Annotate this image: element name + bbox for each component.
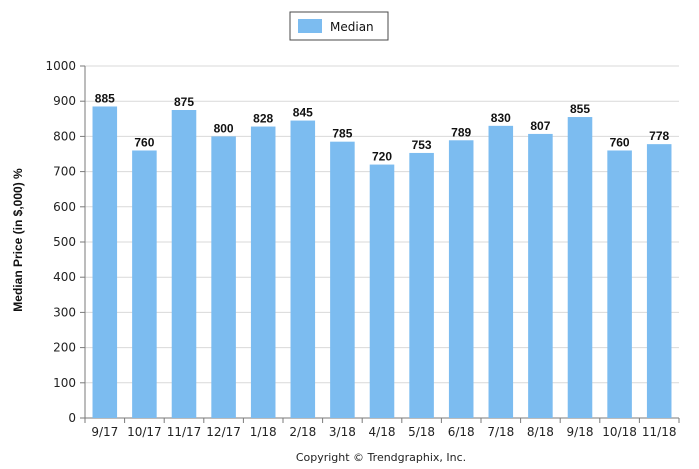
x-tick-label: 5/18 xyxy=(408,425,435,439)
data-label: 753 xyxy=(412,138,432,152)
bar-9-18 xyxy=(567,117,593,418)
data-label: 845 xyxy=(293,106,313,120)
bar-6-18 xyxy=(448,140,474,418)
x-tick-label: 12/17 xyxy=(206,425,241,439)
x-tick-label: 2/18 xyxy=(289,425,316,439)
x-tick-label: 10/17 xyxy=(127,425,162,439)
y-tick-label: 300 xyxy=(53,305,76,319)
bar-3-18 xyxy=(330,141,355,418)
copyright-text: Copyright © Trendgraphix, Inc. xyxy=(296,451,466,464)
bar-10-17 xyxy=(132,150,157,419)
data-label: 720 xyxy=(372,150,392,164)
bar-11-17 xyxy=(171,110,197,418)
data-label: 875 xyxy=(174,95,194,109)
bar-4-18 xyxy=(369,164,395,418)
data-label: 855 xyxy=(570,102,590,116)
bar-5-18 xyxy=(409,152,434,418)
x-tick-label: 9/17 xyxy=(91,425,118,439)
data-label: 830 xyxy=(491,111,511,125)
legend-label-median: Median xyxy=(330,20,374,34)
x-tick-labels: 9/17 10/17 11/17 12/17 1/18 2/18 3/18 4/18 5/18 6… xyxy=(91,425,676,439)
bar-11-18 xyxy=(646,144,672,419)
data-label: 885 xyxy=(95,91,115,105)
y-tick-labels: 0 100 200 300 400 500 600 700 800 900 1000 xyxy=(45,59,76,425)
y-tick-label: 200 xyxy=(53,341,76,355)
value-labels: 885 760 875 800 828 845 785 720 753 789 830 807 855 7… xyxy=(95,91,670,163)
bar-9-17 xyxy=(92,106,118,418)
data-label: 789 xyxy=(451,125,471,139)
data-label: 828 xyxy=(253,112,273,126)
y-tick-label: 900 xyxy=(53,94,76,108)
y-tick-label: 1000 xyxy=(45,59,76,73)
x-tick-label: 10/18 xyxy=(602,425,637,439)
y-tick-label: 0 xyxy=(68,411,76,425)
data-label: 760 xyxy=(610,135,630,149)
x-tick-label: 1/18 xyxy=(250,425,277,439)
y-tick-label: 400 xyxy=(53,270,76,284)
bar-12-17 xyxy=(211,136,236,418)
x-tick-label: 9/18 xyxy=(567,425,594,439)
bar-2-18 xyxy=(290,120,316,418)
data-label: 760 xyxy=(134,135,154,149)
y-tick-label: 500 xyxy=(53,235,76,249)
bars xyxy=(92,106,672,419)
x-tick-label: 7/18 xyxy=(487,425,514,439)
y-tick-label: 100 xyxy=(53,376,76,390)
x-tick-label: 11/18 xyxy=(642,425,677,439)
legend: Median xyxy=(289,11,389,41)
data-label: 778 xyxy=(649,129,669,143)
x-tick-label: 6/18 xyxy=(448,425,475,439)
x-tick-label: 4/18 xyxy=(369,425,396,439)
data-label: 807 xyxy=(530,119,550,133)
x-tick-label: 3/18 xyxy=(329,425,356,439)
data-label: 800 xyxy=(214,121,234,135)
y-tick-label: 800 xyxy=(53,129,76,143)
bar-8-18 xyxy=(528,133,553,418)
data-label: 785 xyxy=(332,127,352,141)
x-tick-label: 11/17 xyxy=(167,425,202,439)
y-tick-label: 600 xyxy=(53,200,76,214)
x-tick-label: 8/18 xyxy=(527,425,554,439)
y-tick-label: 700 xyxy=(53,165,76,179)
legend-swatch xyxy=(298,19,322,33)
bar-7-18 xyxy=(488,125,514,418)
y-axis-label: Median Price (in $,000) % xyxy=(11,168,25,312)
bar-1-18 xyxy=(250,126,276,418)
bar-10-18 xyxy=(607,150,632,419)
